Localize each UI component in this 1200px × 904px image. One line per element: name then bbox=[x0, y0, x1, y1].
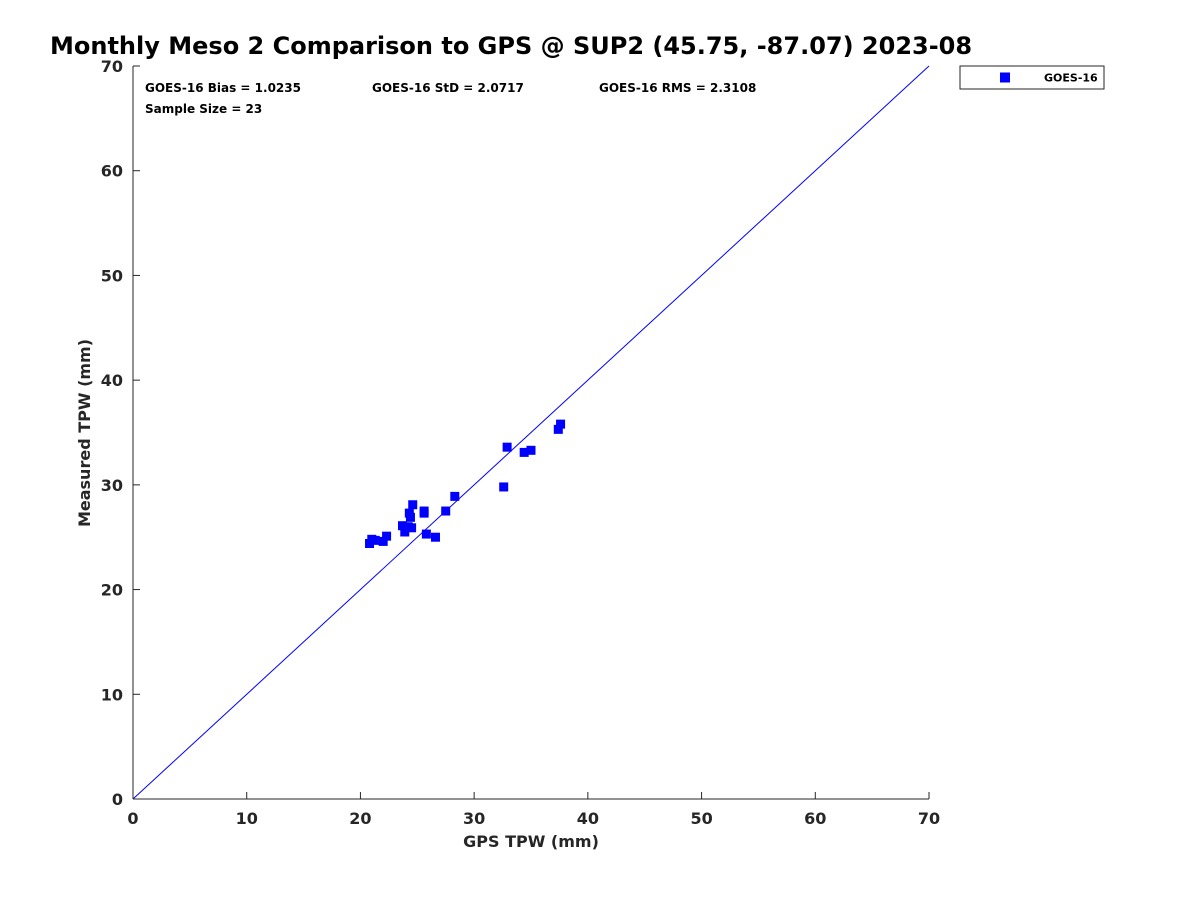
data-point bbox=[370, 535, 380, 545]
y-tick-label: 40 bbox=[101, 371, 123, 390]
data-point bbox=[398, 521, 408, 531]
x-tick-label: 20 bbox=[349, 809, 371, 828]
data-point bbox=[421, 529, 431, 539]
y-axis-label: Measured TPW (mm) bbox=[75, 339, 94, 527]
y-tick-label: 60 bbox=[101, 162, 123, 181]
legend-label-goes-16: GOES-16 bbox=[1044, 72, 1098, 85]
axes bbox=[132, 66, 929, 800]
x-tick-label: 40 bbox=[577, 809, 599, 828]
data-point bbox=[553, 424, 563, 434]
chart-title: Monthly Meso 2 Comparison to GPS @ SUP2 … bbox=[50, 32, 972, 60]
data-points-group bbox=[365, 419, 566, 548]
x-tick-label: 10 bbox=[236, 809, 258, 828]
data-point bbox=[519, 447, 529, 457]
bias-annotation: GOES-16 Bias = 1.0235 bbox=[145, 81, 301, 95]
data-point bbox=[378, 536, 388, 546]
data-point bbox=[408, 500, 418, 510]
data-point bbox=[556, 419, 566, 429]
x-tick-label: 70 bbox=[918, 809, 940, 828]
one-to-one-reference-line bbox=[132, 65, 930, 800]
data-point bbox=[502, 442, 512, 452]
legend-marker-goes-16 bbox=[1000, 72, 1010, 83]
y-tick-label: 10 bbox=[101, 685, 123, 704]
x-tick-label: 60 bbox=[804, 809, 826, 828]
legend-box bbox=[959, 65, 1105, 90]
data-point bbox=[441, 506, 451, 516]
rms-annotation: GOES-16 RMS = 2.3108 bbox=[599, 81, 756, 95]
data-point bbox=[430, 532, 440, 542]
y-tick-label: 70 bbox=[101, 57, 123, 76]
y-tick-label: 30 bbox=[101, 476, 123, 495]
x-tick-label: 0 bbox=[127, 809, 138, 828]
x-ticks: 0 10 20 30 40 50 60 70 bbox=[127, 792, 940, 828]
x-axis-label: GPS TPW (mm) bbox=[463, 832, 599, 851]
data-point bbox=[407, 523, 417, 533]
data-point bbox=[450, 491, 460, 501]
data-point bbox=[382, 531, 392, 541]
x-tick-label: 30 bbox=[463, 809, 485, 828]
data-point bbox=[405, 512, 415, 522]
data-point bbox=[400, 527, 410, 537]
x-tick-label: 50 bbox=[690, 809, 712, 828]
y-ticks: 0 10 20 30 40 50 60 70 bbox=[101, 57, 140, 809]
data-point bbox=[419, 506, 429, 516]
y-tick-label: 20 bbox=[101, 581, 123, 600]
y-tick-label: 50 bbox=[101, 266, 123, 285]
sample-size-annotation: Sample Size = 23 bbox=[145, 102, 262, 116]
data-point bbox=[526, 445, 536, 455]
data-point bbox=[499, 482, 509, 492]
legend: GOES-16 bbox=[959, 65, 1105, 90]
reference-line-group bbox=[132, 65, 930, 800]
y-tick-label: 0 bbox=[112, 790, 123, 809]
std-annotation: GOES-16 StD = 2.0717 bbox=[372, 81, 524, 95]
